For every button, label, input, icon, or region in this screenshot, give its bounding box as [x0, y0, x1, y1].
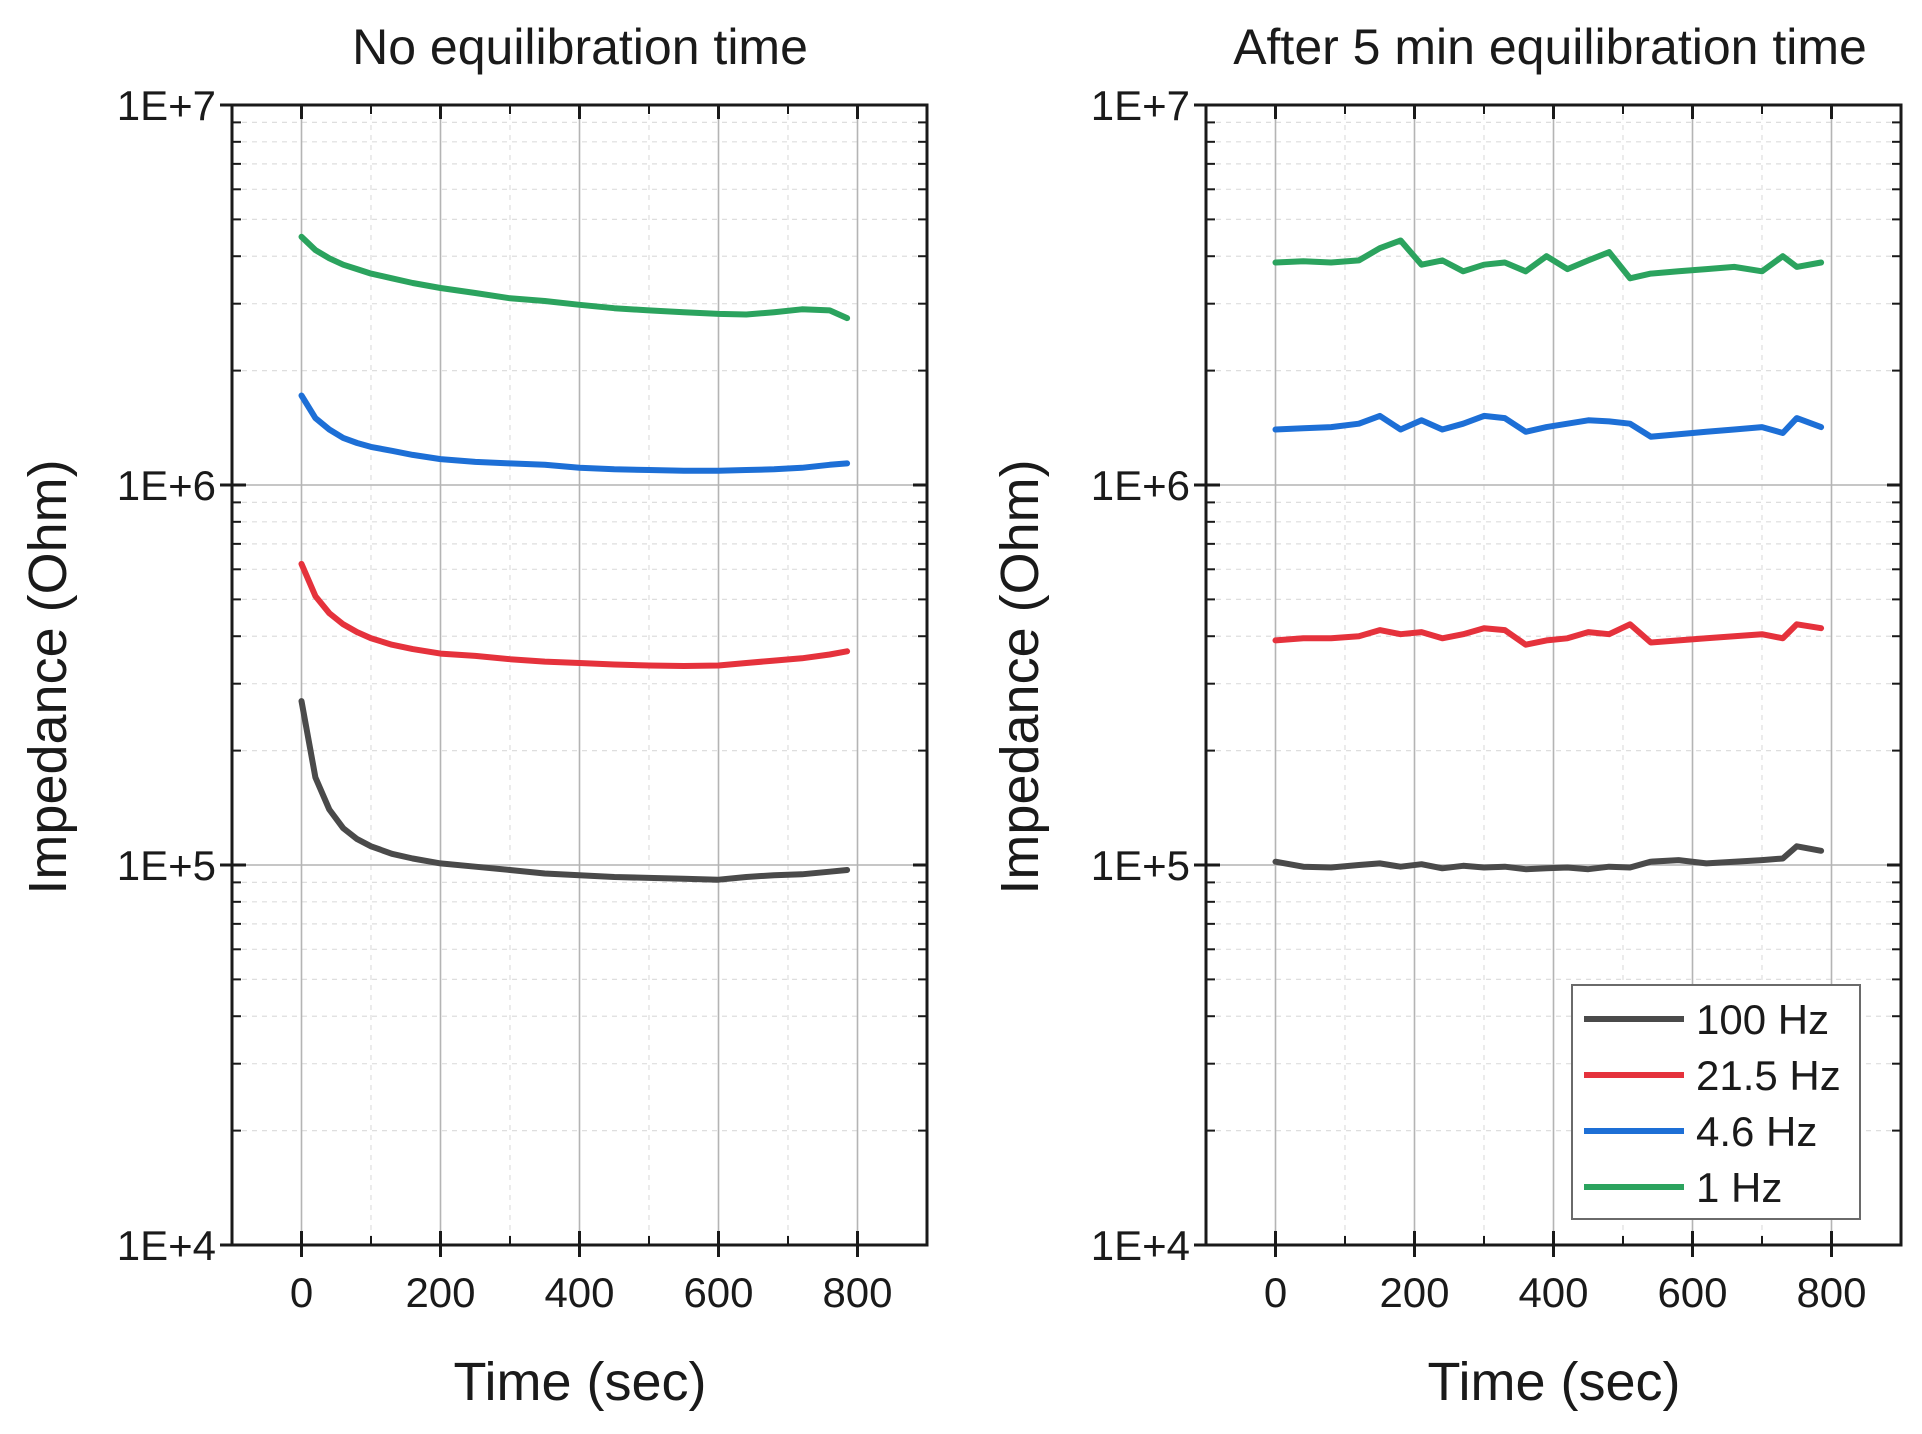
- x-tick-label: 0: [1264, 1269, 1287, 1316]
- y-tick-label: 1E+5: [117, 842, 216, 889]
- legend-box: [1571, 984, 1861, 1220]
- x-tick-label: 400: [1518, 1269, 1588, 1316]
- y-axis-label: Impedance (Ohm): [990, 459, 1050, 894]
- series-line-21_5-hz: [1272, 621, 1825, 648]
- legend-label: 100 Hz: [1696, 996, 1829, 1043]
- x-tick-label: 200: [1379, 1269, 1449, 1316]
- x-axis-label: Time (sec): [454, 1352, 707, 1412]
- series-line-100-hz: [298, 698, 851, 883]
- panel-no-equilibration: No equilibration time Time (sec) Impedan…: [18, 19, 929, 1412]
- series-line-4_6-hz: [298, 392, 851, 474]
- series-group: [298, 233, 851, 883]
- grid: [220, 103, 927, 1257]
- y-tick-label: 1E+4: [117, 1222, 216, 1269]
- y-tick-label: 1E+6: [1091, 462, 1190, 509]
- plot-frame: [1204, 103, 1903, 1247]
- legend-label: 4.6 Hz: [1696, 1108, 1817, 1155]
- x-tick-label: 600: [683, 1269, 753, 1316]
- x-tick-label: 0: [290, 1269, 313, 1316]
- y-tick-label: 1E+6: [117, 462, 216, 509]
- plot-frame: [230, 103, 929, 1247]
- panel-title: After 5 min equilibration time: [1233, 19, 1867, 75]
- series-line-1-hz: [298, 233, 851, 322]
- legend: 100 Hz 21.5 Hz 4.6 Hz 1 Hz: [1571, 984, 1861, 1220]
- x-tick-label: 600: [1657, 1269, 1727, 1316]
- series-group: [1272, 237, 1825, 873]
- x-tick-label: 800: [822, 1269, 892, 1316]
- y-axis-label: Impedance (Ohm): [18, 459, 78, 894]
- panel-after-equilibration: After 5 min equilibration time Time (sec…: [990, 19, 1903, 1412]
- x-tick-label: 800: [1796, 1269, 1866, 1316]
- y-tick-label: 1E+7: [117, 82, 216, 129]
- legend-label: 21.5 Hz: [1696, 1052, 1841, 1099]
- y-tick-label: 1E+5: [1091, 842, 1190, 889]
- legend-label: 1 Hz: [1696, 1164, 1782, 1211]
- x-tick-label: 200: [405, 1269, 475, 1316]
- series-line-1-hz: [1272, 237, 1825, 282]
- series-line-4_6-hz: [1272, 412, 1825, 440]
- x-tick-label: 400: [544, 1269, 614, 1316]
- series-line-100-hz: [1272, 843, 1825, 873]
- x-axis-label: Time (sec): [1428, 1352, 1681, 1412]
- y-tick-label: 1E+7: [1091, 82, 1190, 129]
- panel-title: No equilibration time: [352, 19, 808, 75]
- y-tick-label: 1E+4: [1091, 1222, 1190, 1269]
- series-line-21_5-hz: [298, 560, 851, 669]
